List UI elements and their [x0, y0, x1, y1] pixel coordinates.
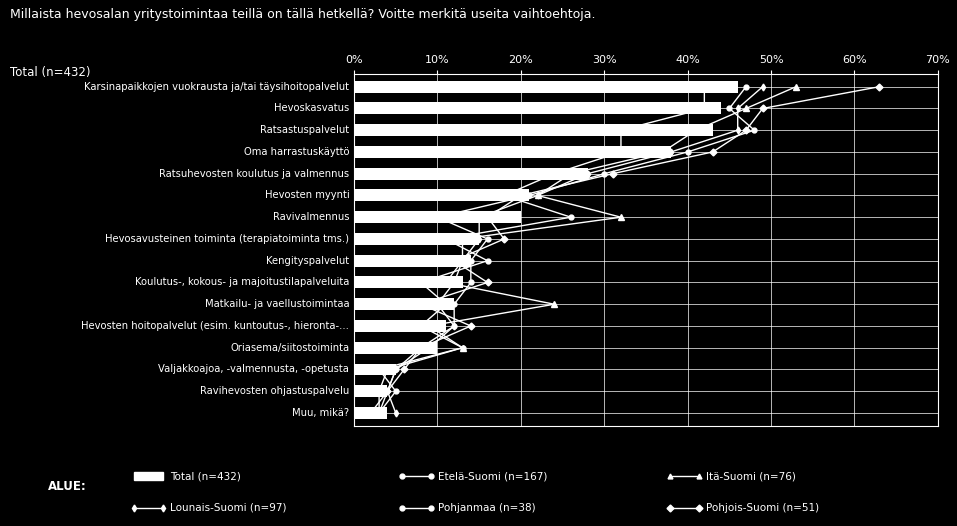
Text: Pohjanmaa (n=38): Pohjanmaa (n=38) — [438, 502, 536, 513]
Text: Total (n=432): Total (n=432) — [170, 471, 241, 481]
Text: Valjakkoajoa, -valmennusta, -opetusta: Valjakkoajoa, -valmennusta, -opetusta — [159, 365, 349, 375]
Text: Kengityspalvelut: Kengityspalvelut — [266, 256, 349, 266]
Bar — [354, 146, 671, 158]
Text: Hevosavusteinen toiminta (terapiatoiminta tms.): Hevosavusteinen toiminta (terapiatoimint… — [105, 234, 349, 244]
Bar — [354, 233, 479, 245]
Text: Total (n=432): Total (n=432) — [10, 66, 90, 79]
Bar — [354, 320, 446, 332]
Text: Oriasema/siitostoiminta: Oriasema/siitostoiminta — [231, 343, 349, 353]
Text: Pohjois-Suomi (n=51): Pohjois-Suomi (n=51) — [706, 502, 819, 513]
Text: Hevosten myynti: Hevosten myynti — [264, 190, 349, 200]
Text: Hevoskasvatus: Hevoskasvatus — [274, 104, 349, 114]
Text: Karsinapaikkojen vuokrausta ja/tai täysihoitopalvelut: Karsinapaikkojen vuokrausta ja/tai täysi… — [84, 82, 349, 92]
Bar — [354, 342, 437, 353]
Text: Ratsastuspalvelut: Ratsastuspalvelut — [260, 125, 349, 135]
Text: Ratsuhevosten koulutus ja valmennus: Ratsuhevosten koulutus ja valmennus — [159, 169, 349, 179]
Bar — [354, 407, 388, 419]
Text: Koulutus-, kokous- ja majoitustilapalveluita: Koulutus-, kokous- ja majoitustilapalvel… — [135, 278, 349, 288]
Text: ALUE:: ALUE: — [48, 480, 86, 493]
Bar — [354, 363, 396, 376]
Bar — [354, 80, 738, 93]
Text: Hevosten hoitopalvelut (esim. kuntoutus-, hieronta-...: Hevosten hoitopalvelut (esim. kuntoutus-… — [81, 321, 349, 331]
Text: Ravihevosten ohjastuspalvelu: Ravihevosten ohjastuspalvelu — [200, 386, 349, 396]
Text: Ravivalmennus: Ravivalmennus — [273, 212, 349, 222]
Bar — [354, 298, 455, 310]
Bar — [354, 385, 388, 397]
Bar — [354, 124, 713, 136]
Text: Matkailu- ja vaellustoimintaa: Matkailu- ja vaellustoimintaa — [205, 299, 349, 309]
Bar — [354, 103, 721, 115]
Text: Oma harrastuskäyttö: Oma harrastuskäyttö — [244, 147, 349, 157]
Text: Itä-Suomi (n=76): Itä-Suomi (n=76) — [706, 471, 796, 481]
Bar — [354, 277, 462, 288]
Text: Muu, mikä?: Muu, mikä? — [292, 408, 349, 418]
Text: Millaista hevosalan yritystoimintaa teillä on tällä hetkellä? Voitte merkitä use: Millaista hevosalan yritystoimintaa teil… — [10, 8, 595, 21]
Text: Etelä-Suomi (n=167): Etelä-Suomi (n=167) — [438, 471, 547, 481]
Bar — [354, 189, 529, 201]
Text: Lounais-Suomi (n=97): Lounais-Suomi (n=97) — [170, 502, 287, 513]
Bar — [354, 255, 471, 267]
Bar — [354, 211, 521, 223]
Bar — [354, 168, 588, 180]
